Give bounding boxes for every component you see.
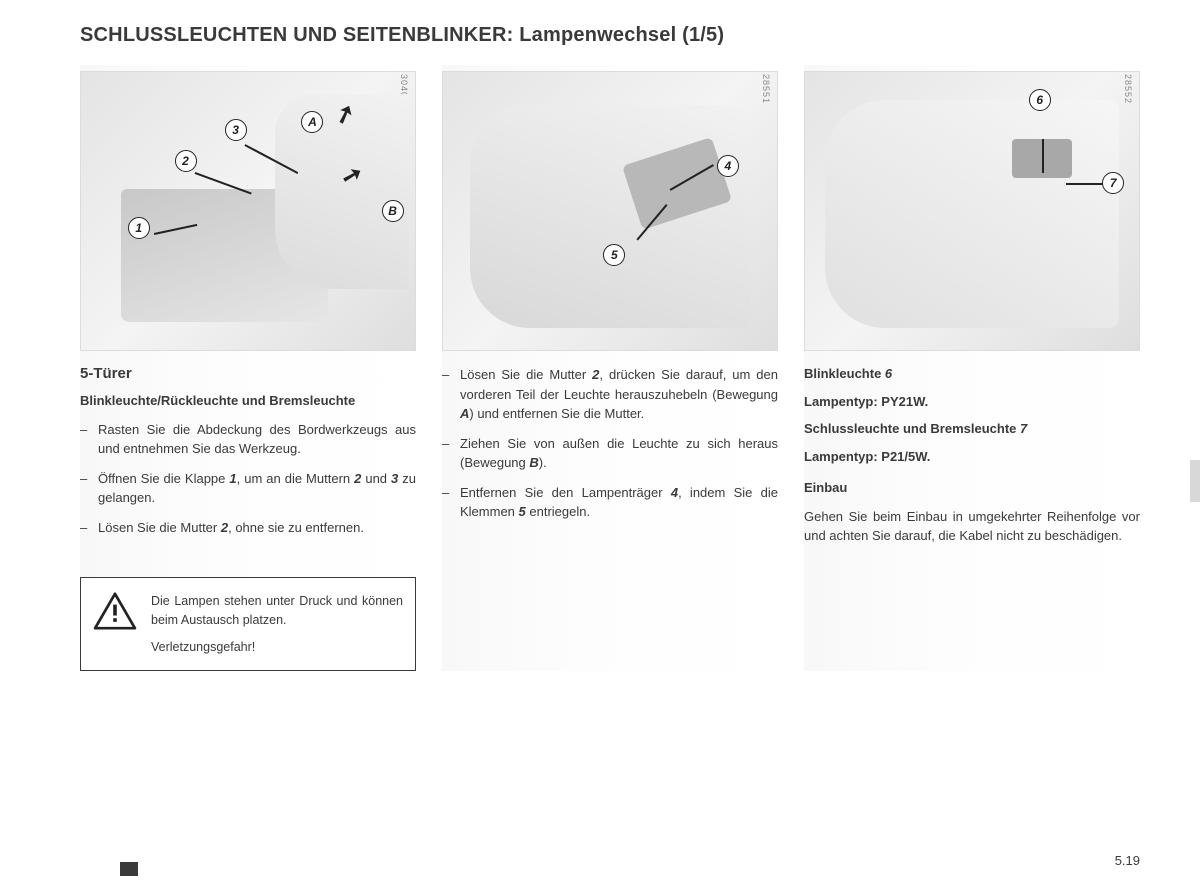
callout-1: 1	[128, 217, 150, 239]
page-title: SCHLUSSLEUCHTEN UND SEITENBLINKER: Lampe…	[80, 24, 1140, 47]
footer-tab	[120, 862, 138, 876]
col2-item-0: Lösen Sie die Mutter 2, drücken Sie dara…	[442, 365, 778, 424]
callout-2: 2	[175, 150, 197, 172]
figure-1: 30404 1 2 3 A B ➚ ➚	[80, 71, 416, 351]
figure-3-code: 28552	[1123, 74, 1133, 104]
col2-item-2: Entfernen Sie den Lampenträger 4, indem …	[442, 483, 778, 522]
warning-text: Die Lampen stehen unter Druck und können…	[151, 592, 403, 656]
col1-heading: Blinkleuchte/Rückleuchte und Bremsleucht…	[80, 392, 416, 410]
col3-body: Gehen Sie beim Einbau in umgekehrter Rei…	[804, 507, 1140, 546]
col3-h1: Blinkleuchte 6	[804, 365, 1140, 383]
column-3: 28552 6 7 Blinkleuchte 6 Lampentyp: PY21…	[804, 65, 1140, 671]
col3-h3: Einbau	[804, 479, 1140, 497]
col3-t2: Lampentyp: P21/5W.	[804, 448, 1140, 466]
side-tab	[1190, 460, 1200, 502]
col1-subtitle: 5-Türer	[80, 365, 416, 382]
col3-t1: Lampentyp: PY21W.	[804, 393, 1140, 411]
col1-item-0: Rasten Sie die Abdeckung des Bord­werkze…	[80, 420, 416, 459]
figure-2: 28551 4 5	[442, 71, 778, 351]
col1-item-2: Lösen Sie die Mutter 2, ohne sie zu ent­…	[80, 518, 416, 538]
callout-6: 6	[1029, 89, 1051, 111]
warning-triangle-icon	[93, 592, 137, 630]
columns: 30404 1 2 3 A B ➚ ➚ 5-Türer Blinkleuchte…	[80, 65, 1140, 671]
callout-7: 7	[1102, 172, 1124, 194]
col2-list: Lösen Sie die Mutter 2, drücken Sie dara…	[442, 365, 778, 522]
col1-list: Rasten Sie die Abdeckung des Bord­werkze…	[80, 420, 416, 538]
callout-B: B	[382, 200, 404, 222]
column-1: 30404 1 2 3 A B ➚ ➚ 5-Türer Blinkleuchte…	[80, 65, 416, 671]
callout-3: 3	[225, 119, 247, 141]
warning-box: Die Lampen stehen unter Druck und können…	[80, 577, 416, 671]
col2-item-1: Ziehen Sie von außen die Leuchte zu sich…	[442, 434, 778, 473]
page-number: 5.19	[1115, 853, 1140, 868]
col1-item-1: Öffnen Sie die Klappe 1, um an die Mut­t…	[80, 469, 416, 508]
figure-2-code: 28551	[761, 74, 771, 104]
column-2: 28551 4 5 Lösen Sie die Mutter 2, drücke…	[442, 65, 778, 671]
col3-h2: Schlussleuchte und Bremsleuchte 7	[804, 420, 1140, 438]
figure-3: 28552 6 7	[804, 71, 1140, 351]
